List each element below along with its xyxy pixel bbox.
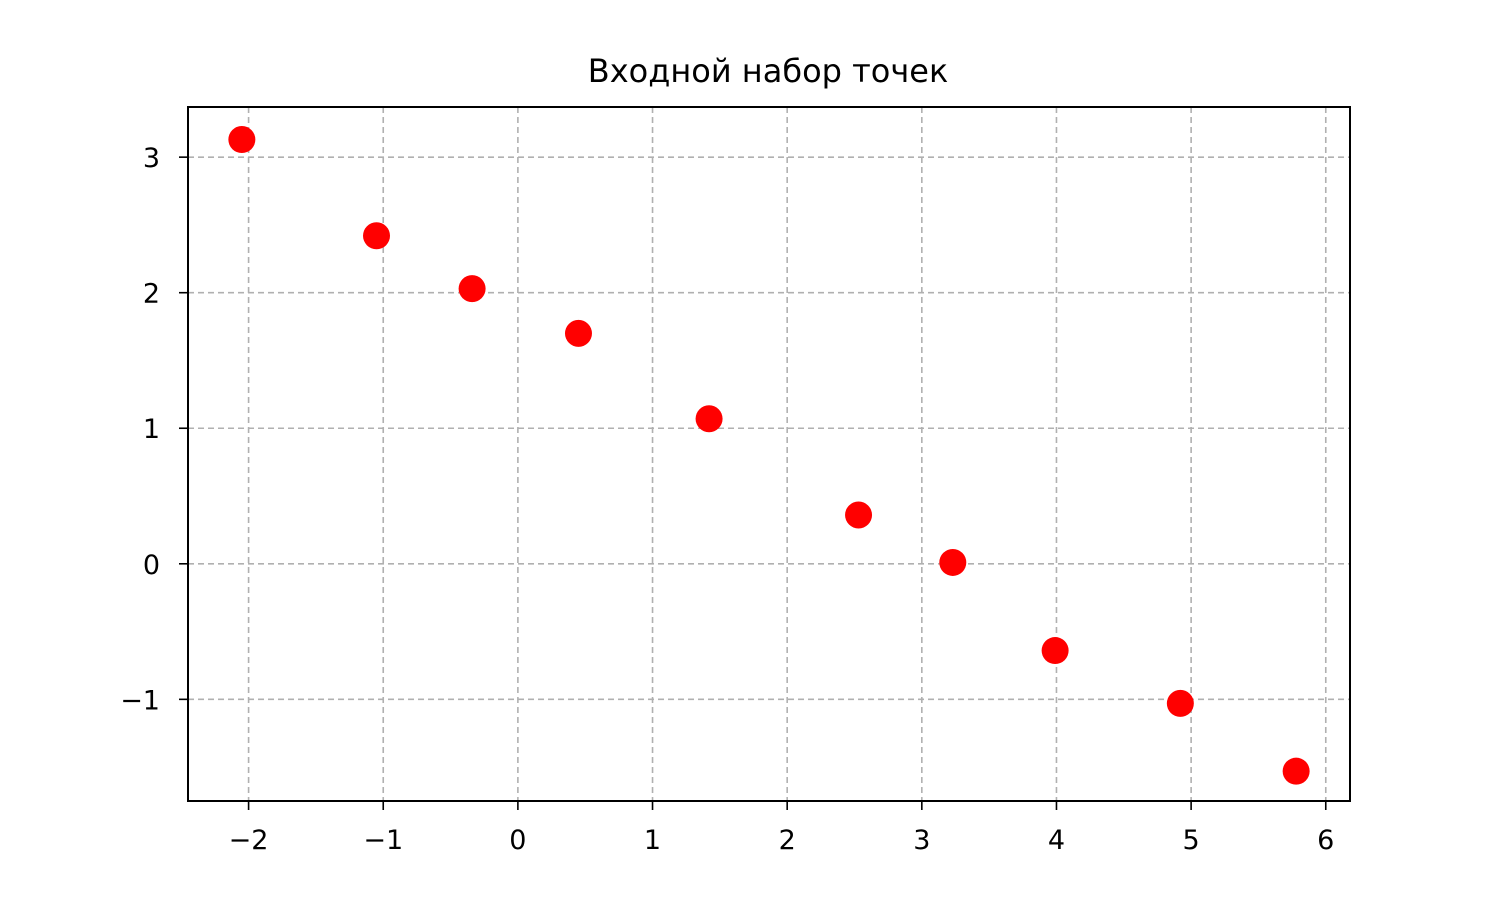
y-tick-label: 1 <box>143 414 160 445</box>
x-tick-label: 3 <box>913 825 930 856</box>
axis-ticks: −2 −1 0 1 2 3 4 5 6 −1 0 1 2 3 <box>120 143 1334 856</box>
data-point <box>1041 637 1069 665</box>
data-point <box>363 222 391 250</box>
chart-title: Входной набор точек <box>588 52 949 90</box>
x-tick-label: 5 <box>1183 825 1200 856</box>
y-tick-label: 0 <box>143 550 160 581</box>
x-tick-label: −2 <box>229 825 269 856</box>
data-point <box>939 548 967 576</box>
x-tick-label: 4 <box>1048 825 1065 856</box>
x-tick-label: −1 <box>363 825 403 856</box>
data-point <box>695 405 723 433</box>
data-point <box>1282 757 1310 785</box>
axes-frame <box>187 106 1351 802</box>
y-tick-label: −1 <box>120 685 160 716</box>
x-tick-label: 1 <box>644 825 661 856</box>
data-point <box>845 501 873 529</box>
data-point <box>228 126 256 154</box>
data-point <box>1166 689 1194 717</box>
x-tick-label: 2 <box>779 825 796 856</box>
y-tick-label: 3 <box>143 143 160 174</box>
x-tick-label: 6 <box>1317 825 1334 856</box>
data-point <box>458 275 486 303</box>
data-point <box>564 319 592 347</box>
grid-layer <box>188 107 1350 801</box>
data-points <box>228 126 1310 785</box>
x-tick-label: 0 <box>509 825 526 856</box>
y-tick-label: 2 <box>143 279 160 310</box>
